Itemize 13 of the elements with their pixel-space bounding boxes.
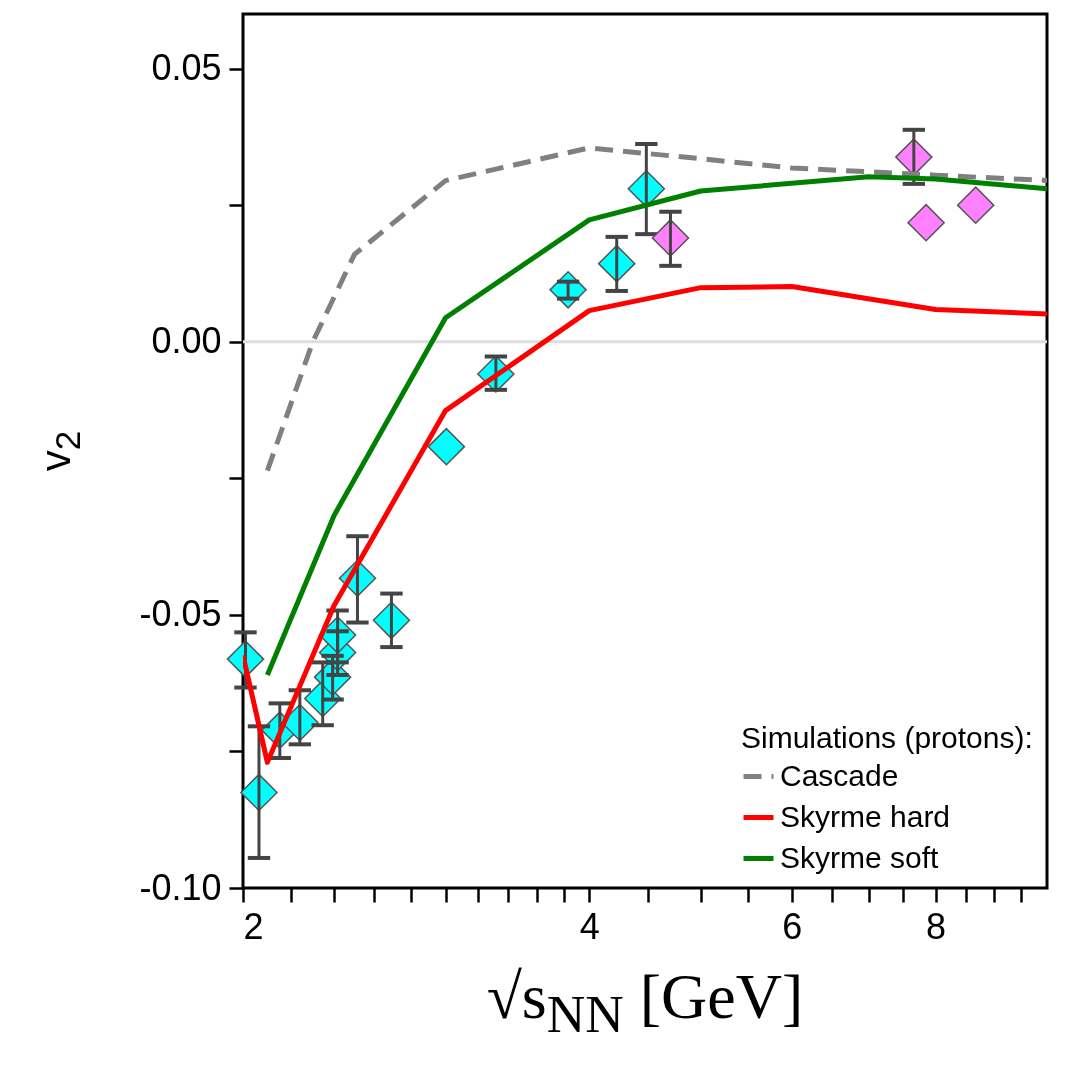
legend-label: Cascade xyxy=(780,758,899,792)
x-tick-label: 4 xyxy=(579,905,600,947)
legend-label: Skyrme soft xyxy=(780,840,940,874)
y-tick-label: 0.05 xyxy=(151,47,222,89)
y-tick-label: 0.00 xyxy=(151,320,222,362)
x-tick-label: 8 xyxy=(926,905,947,947)
y-tick-label: -0.10 xyxy=(139,866,222,908)
legend-title: Simulations (protons): xyxy=(741,721,1033,754)
x-axis-title: √s$_{NN}$ [GeV] xyxy=(485,960,805,1045)
x-tick-label: 2 xyxy=(243,905,264,947)
y-tick-label: -0.05 xyxy=(139,593,222,635)
x-tick-label: 6 xyxy=(782,905,803,947)
legend-label: Skyrme hard xyxy=(780,799,951,833)
